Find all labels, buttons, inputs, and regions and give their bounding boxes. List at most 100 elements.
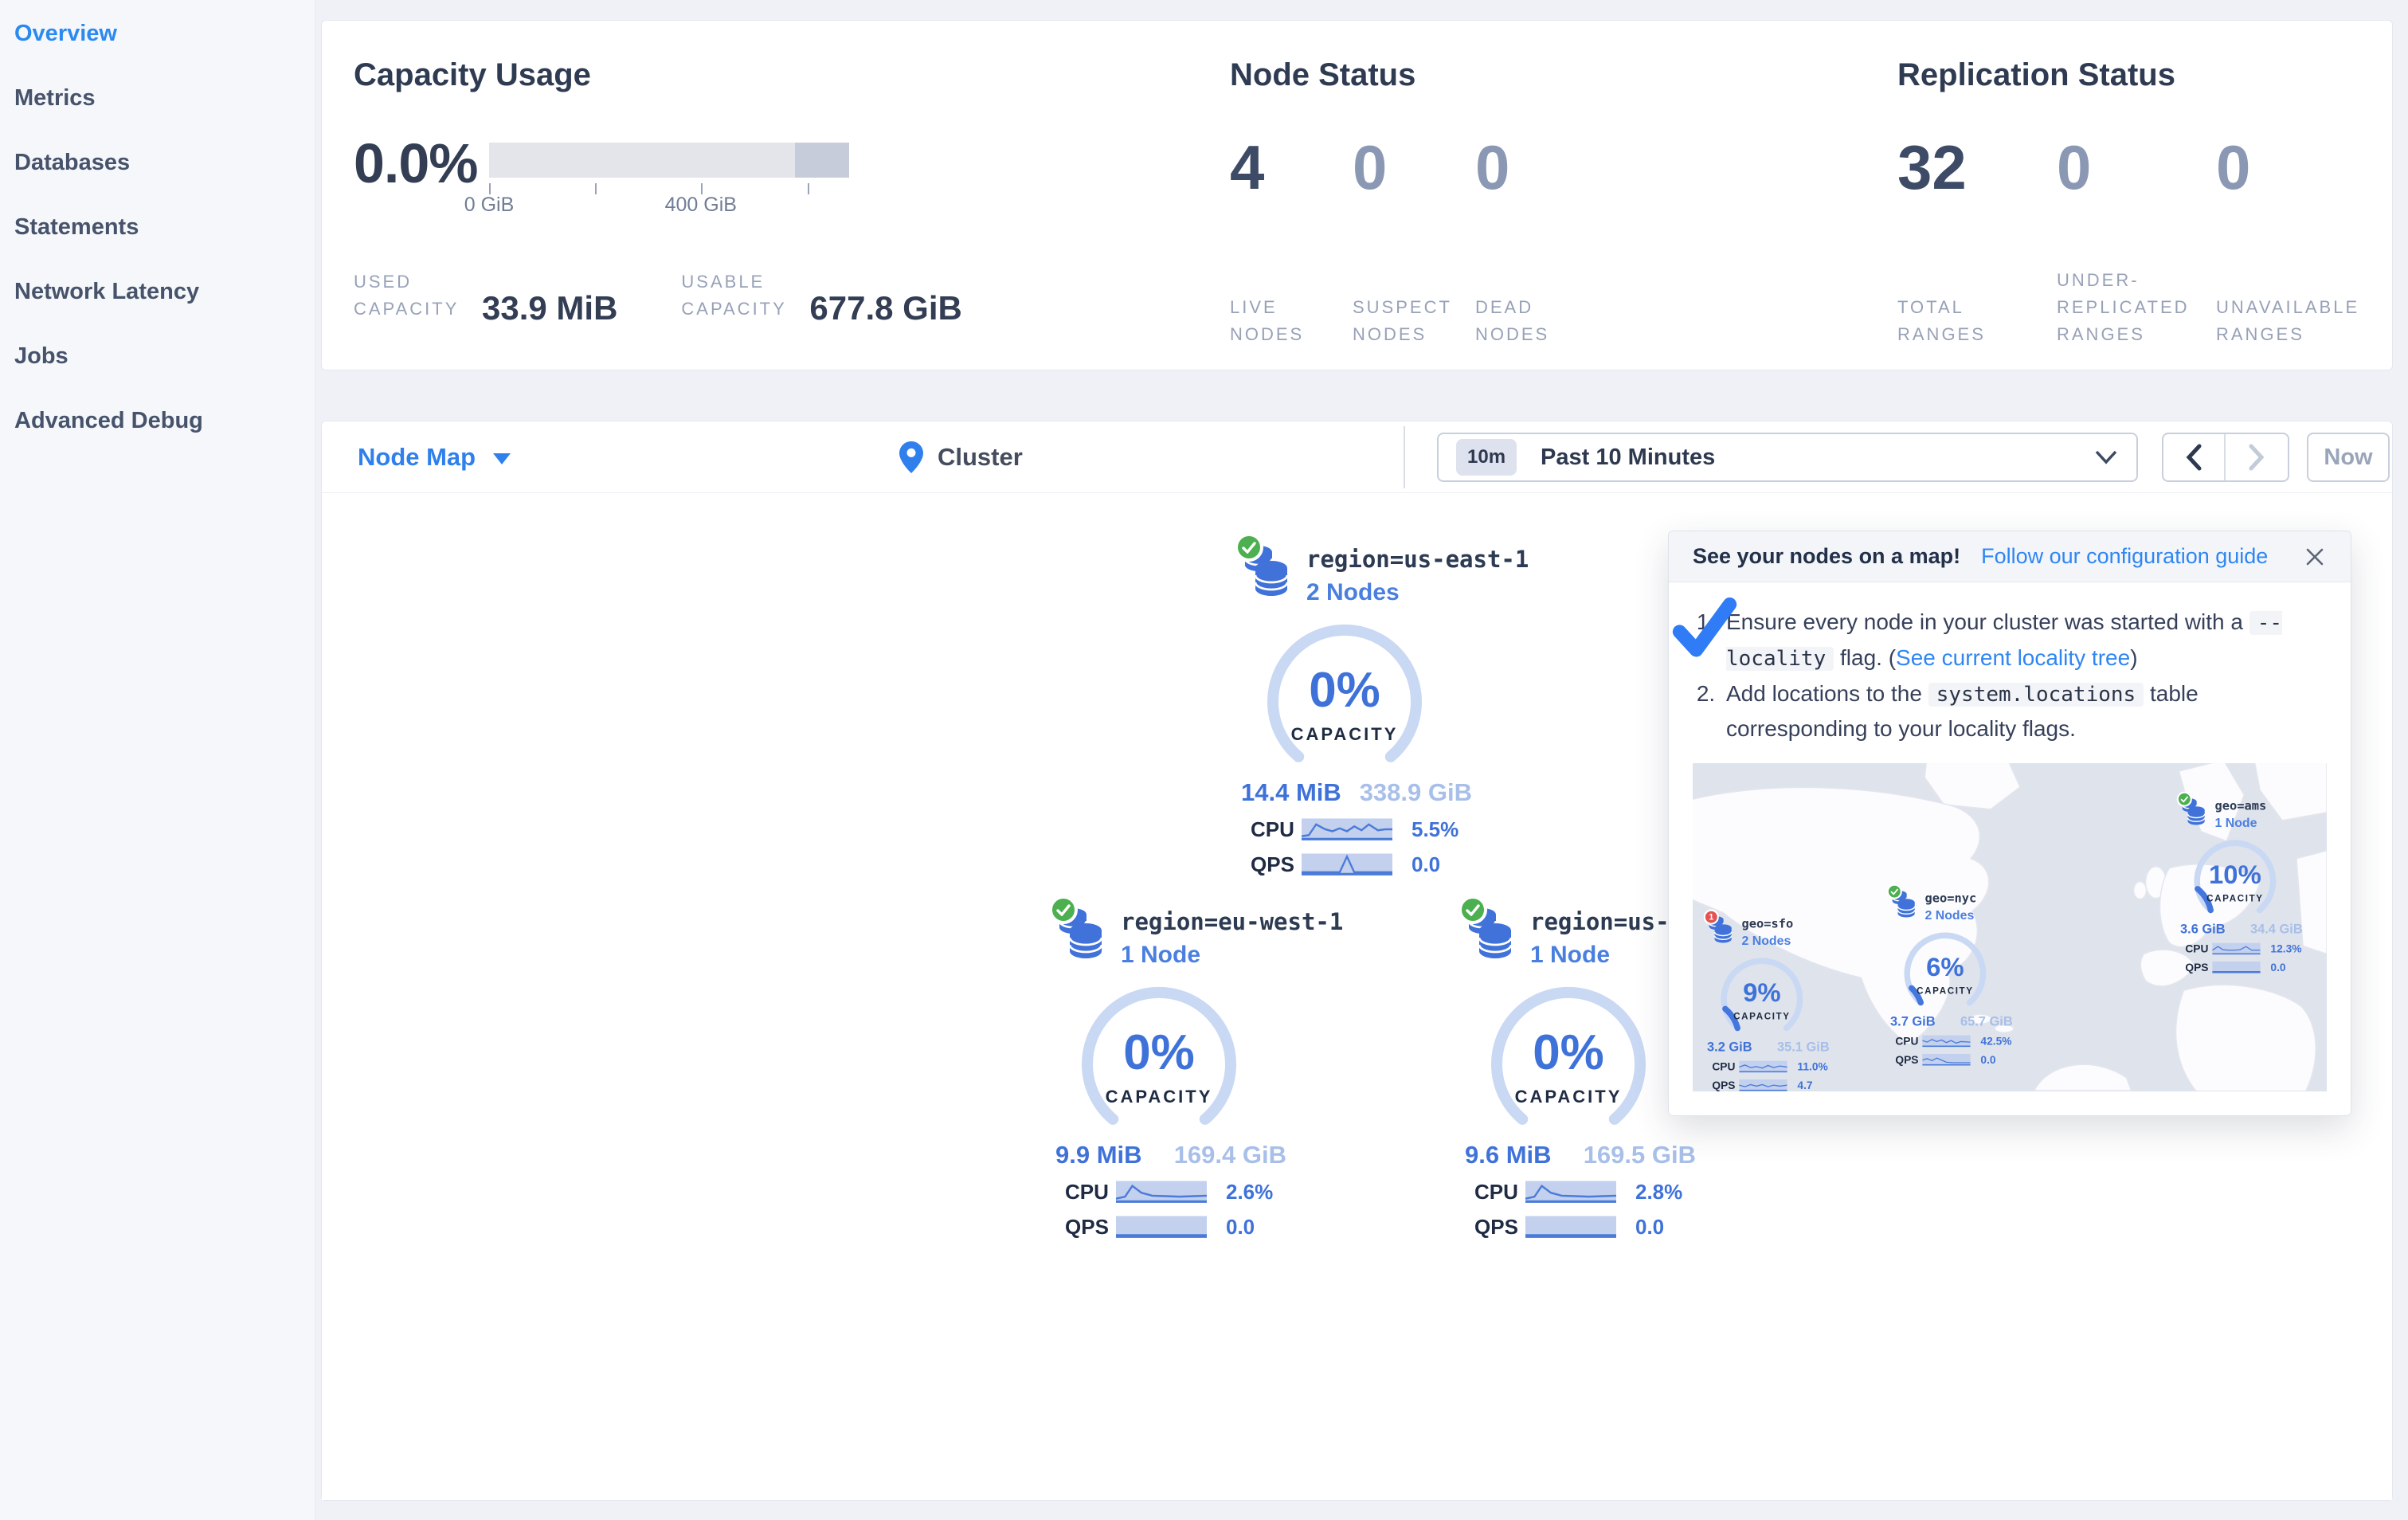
node-map-setup-popup: See your nodes on a map! Follow our conf… (1668, 531, 2351, 1117)
unavailable-ranges-label: UNAVAILABLE RANGES (2216, 296, 2360, 344)
sidebar-item-overview[interactable]: Overview (14, 21, 117, 46)
locality-name: geo=sfo (1741, 916, 1794, 931)
capacity-gauge-percent: 0% (1533, 1025, 1604, 1080)
unavailable-ranges-count: 0 (2216, 132, 2251, 202)
replication-status-title: Replication Status (1897, 57, 2175, 92)
chevron-down-icon (493, 453, 511, 464)
configuration-guide-link[interactable]: Follow our configuration guide (1981, 544, 2269, 568)
setup-step-1: Ensure every node in your cluster was st… (1721, 605, 2327, 676)
cpu-label: CPU (2185, 942, 2209, 955)
locality-node-count-link[interactable]: 1 Node (1121, 942, 1201, 968)
view-selector-dropdown[interactable]: Node Map (358, 421, 511, 493)
healthy-check-icon (2176, 791, 2192, 807)
cpu-value: 12.3% (2270, 942, 2302, 955)
node-total-capacity: 65.7 GiB (1960, 1014, 2013, 1029)
qps-sparkline (2212, 962, 2261, 974)
under-replicated-ranges-count: 0 (2057, 132, 2092, 202)
node-used-capacity: 3.6 GiB (2180, 922, 2226, 937)
sidebar: Overview Metrics Databases Statements Ne… (0, 0, 315, 1520)
capacity-gauge: 9% CAPACITY (1720, 957, 1804, 1036)
replication-status-section: Replication Status 32 TOTAL RANGES 0 UND… (1897, 57, 2375, 348)
capacity-gauge-label: CAPACITY (1733, 1011, 1791, 1022)
cpu-label: CPU (1474, 1179, 1518, 1204)
capacity-gauge: 0% CAPACITY (1489, 985, 1648, 1134)
qps-label: QPS (1712, 1079, 1736, 1091)
capacity-usage-percent: 0.0% (354, 132, 479, 194)
node-used-capacity: 3.2 GiB (1707, 1040, 1752, 1055)
cpu-sparkline (1302, 818, 1392, 840)
cpu-label: CPU (1251, 817, 1294, 841)
locality-us-east-1: region=us-east-1 2 Nodes 0% CAPACITY 14.… (1235, 533, 1529, 877)
qps-label: QPS (1251, 852, 1294, 876)
popup-title: See your nodes on a map! (1693, 544, 1961, 568)
node-total-capacity: 169.4 GiB (1173, 1141, 1286, 1169)
cpu-label: CPU (1065, 1179, 1109, 1204)
preview-locality-sfo: 1 geo=sfo 2 N (1703, 909, 1842, 1091)
node-status-section: Node Status 4 LIVE NODES 0 SUSPECT NODES… (1230, 57, 1899, 348)
qps-value: 0.0 (2270, 961, 2286, 974)
locality-tree-link[interactable]: See current locality tree (1896, 644, 2131, 670)
step-complete-check-icon (1672, 597, 1737, 657)
qps-sparkline (1739, 1079, 1787, 1091)
close-icon[interactable] (2303, 545, 2327, 569)
suspect-nodes-count: 0 (1353, 132, 1388, 202)
locality-node-count-link[interactable]: 1 Node (1530, 942, 1611, 968)
locality-name: geo=ams (2214, 798, 2267, 813)
capacity-tick (594, 183, 597, 194)
cluster-summary-panel: Capacity Usage 0.0% 0 GiB 400 GiB (321, 20, 2393, 370)
capacity-tick-label-400: 400 GiB (664, 194, 737, 216)
live-nodes-count: 4 (1230, 132, 1265, 202)
capacity-gauge: 0% CAPACITY (1079, 985, 1239, 1134)
usable-capacity-value: 677.8 GiB (809, 289, 962, 327)
qps-label: QPS (2185, 961, 2209, 974)
step-text: table corresponding to your locality fla… (1726, 680, 2199, 742)
live-nodes-label: LIVE NODES (1230, 296, 1305, 344)
capacity-gauge-label: CAPACITY (1514, 1087, 1623, 1107)
node-total-capacity: 338.9 GiB (1359, 778, 1472, 806)
capacity-gauge-percent: 0% (1123, 1025, 1195, 1080)
sidebar-item-network-latency[interactable]: Network Latency (14, 279, 200, 304)
sidebar-item-databases[interactable]: Databases (14, 150, 131, 175)
step-text: Ensure every node in your cluster was st… (1726, 609, 2249, 634)
cpu-sparkline (1922, 1035, 1971, 1048)
map-pin-icon (899, 441, 923, 473)
qps-label: QPS (1065, 1214, 1109, 1239)
suspect-nodes-label: SUSPECT NODES (1353, 296, 1452, 344)
capacity-tick (808, 183, 810, 194)
healthy-check-icon (1459, 895, 1487, 924)
capacity-usage-bar: 0 GiB 400 GiB (464, 143, 849, 219)
node-map-preview-illustration: 1 geo=sfo 2 N (1693, 763, 2327, 1092)
total-ranges-label: TOTAL RANGES (1897, 296, 1986, 344)
qps-value: 4.7 (1797, 1079, 1813, 1091)
now-button[interactable]: Now (2307, 433, 2390, 482)
locality-node-count-link[interactable]: 2 Nodes (1306, 579, 1400, 605)
breadcrumb[interactable]: Cluster (899, 421, 1023, 493)
capacity-usage-title: Capacity Usage (354, 57, 591, 92)
qps-sparkline (1302, 853, 1392, 876)
sidebar-item-metrics[interactable]: Metrics (14, 85, 96, 111)
preview-locality-nyc: geo=nyc 2 Nodes 6% CAPACITY (1886, 883, 2026, 1067)
qps-sparkline (1525, 1216, 1616, 1238)
sidebar-item-advanced-debug[interactable]: Advanced Debug (14, 408, 203, 433)
node-map-panel: Node Map Cluster 10m Past 10 Minutes (321, 421, 2393, 1501)
error-badge-icon: 1 (1703, 909, 1719, 925)
sidebar-item-jobs[interactable]: Jobs (14, 343, 69, 369)
qps-label: QPS (1895, 1053, 1919, 1066)
capacity-gauge-percent: 9% (1743, 978, 1781, 1008)
time-back-button[interactable] (2163, 434, 2226, 480)
used-capacity-value: 33.9 MiB (482, 289, 618, 327)
sidebar-item-statements[interactable]: Statements (14, 214, 139, 240)
step-text: flag. ( (1834, 644, 1897, 670)
node-total-capacity: 34.4 GiB (2249, 922, 2303, 937)
system-locations-code: system.locations (1928, 682, 2144, 707)
time-range-select[interactable]: 10m Past 10 Minutes (1437, 433, 2138, 482)
capacity-tick (489, 183, 491, 194)
qps-value: 0.0 (1635, 1214, 1665, 1239)
time-forward-button[interactable] (2226, 434, 2288, 480)
breadcrumb-label: Cluster (938, 443, 1023, 471)
time-range-label: Past 10 Minutes (1541, 444, 1716, 470)
capacity-gauge-label: CAPACITY (1290, 724, 1399, 744)
capacity-gauge-label: CAPACITY (2206, 893, 2264, 904)
node-used-capacity: 14.4 MiB (1241, 778, 1341, 806)
capacity-usage-section: Capacity Usage 0.0% 0 GiB 400 GiB (354, 57, 1222, 327)
